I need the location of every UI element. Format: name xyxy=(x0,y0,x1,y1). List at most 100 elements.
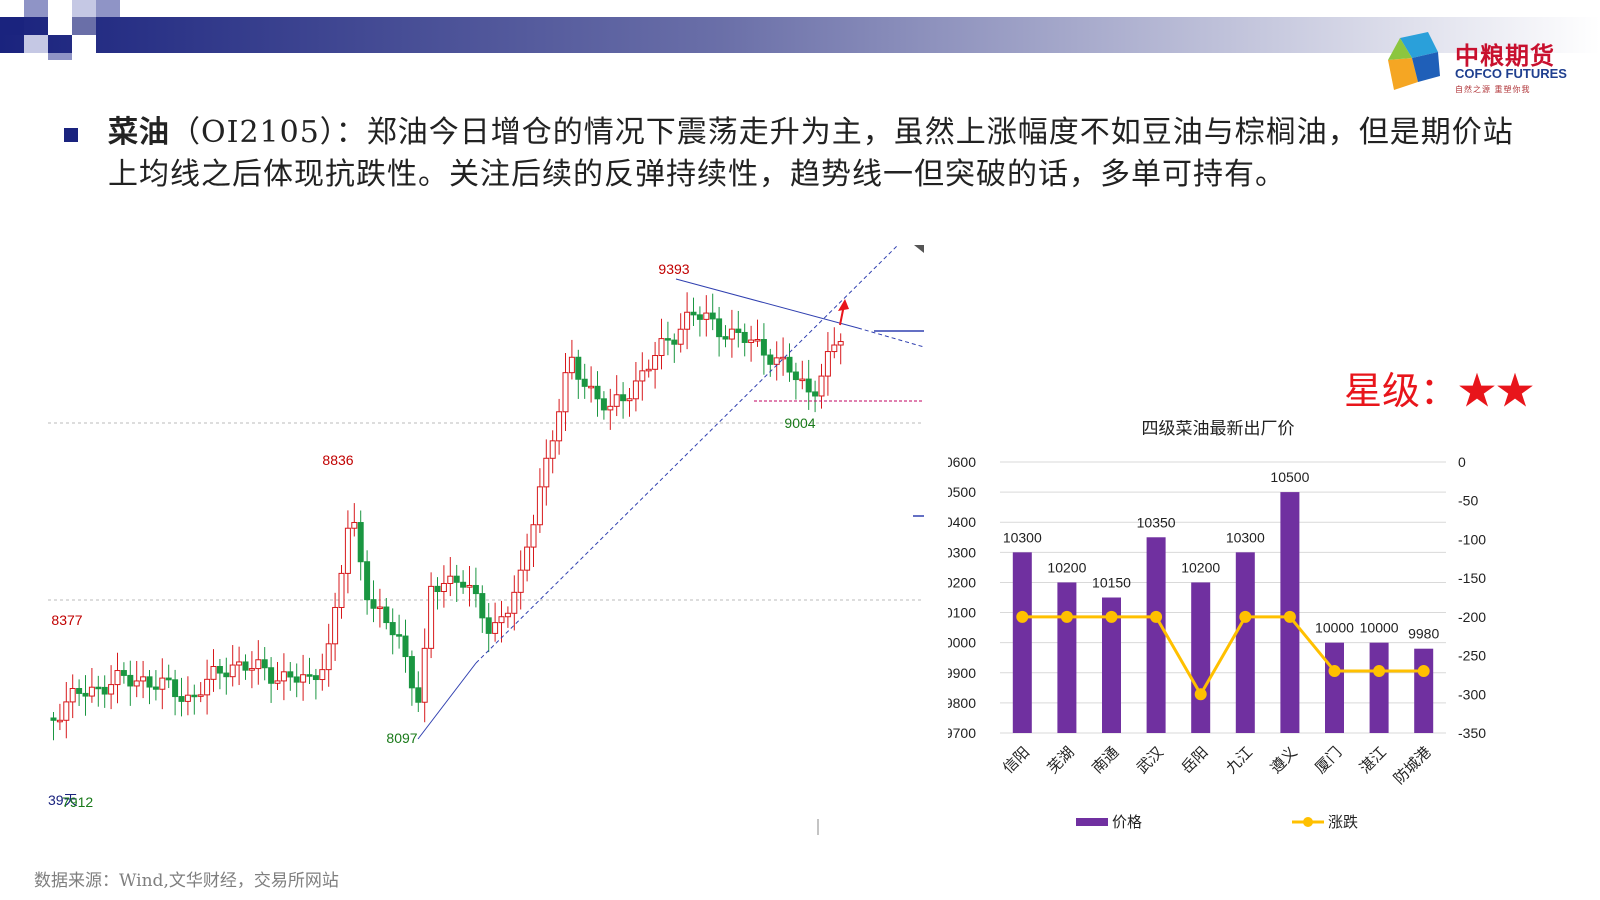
candle-body xyxy=(600,398,607,411)
line-point xyxy=(1016,610,1029,623)
x-tick-label: 遵义 xyxy=(1267,743,1301,777)
y-right-tick: -150 xyxy=(1458,570,1486,586)
label-high-8836: 8836 xyxy=(322,452,353,468)
candle-body xyxy=(780,356,787,360)
bar-湛江 xyxy=(1369,642,1389,733)
x-tick-label: 南通 xyxy=(1088,743,1122,777)
candle-body xyxy=(581,378,588,387)
line-point xyxy=(1373,665,1386,678)
candle-body xyxy=(204,678,211,696)
candle-body xyxy=(543,457,550,488)
candlestick-chart: 9393 9004 8836 8097 8377 39天 7912 xyxy=(48,243,924,835)
candle-body xyxy=(805,378,812,393)
candle-body xyxy=(524,546,531,571)
candle-body xyxy=(184,694,191,702)
candle-body xyxy=(530,524,537,548)
candle-body xyxy=(504,612,511,618)
line-series-change xyxy=(1022,615,1424,698)
candle-body xyxy=(383,606,390,624)
bar-value-label: 10350 xyxy=(1137,514,1176,530)
label-high-9393: 9393 xyxy=(658,261,689,277)
bar-value-label: 9980 xyxy=(1408,626,1439,642)
candle-body xyxy=(280,671,287,682)
candle-body xyxy=(236,661,243,666)
candle-body xyxy=(562,372,569,413)
line-point xyxy=(1060,610,1073,623)
candle-body xyxy=(696,314,703,320)
candle-body xyxy=(312,675,319,681)
logo-english: COFCO FUTURES xyxy=(1455,66,1567,81)
candle-body xyxy=(178,696,185,702)
candle-body xyxy=(658,338,665,357)
candle-body xyxy=(56,719,63,723)
y-left-tick: 10300 xyxy=(948,544,976,560)
candle-body xyxy=(408,656,415,689)
candle-body xyxy=(210,666,217,680)
candle-body xyxy=(440,582,447,593)
logo-slogan: 自然之源 重塑你我 xyxy=(1455,85,1531,94)
candle-body xyxy=(114,670,121,686)
candle-body xyxy=(133,680,140,687)
bar-value-label: 10150 xyxy=(1092,575,1131,591)
x-tick-label: 厦门 xyxy=(1311,743,1345,777)
candle-body xyxy=(172,679,179,698)
label-low-9004: 9004 xyxy=(784,415,815,431)
candle-body xyxy=(588,385,595,389)
candle-body xyxy=(722,336,729,340)
candle-body xyxy=(300,674,307,683)
candle-body xyxy=(338,572,345,608)
y-left-tick: 10400 xyxy=(948,514,976,530)
x-tick-label: 九江 xyxy=(1222,743,1256,777)
candle-body xyxy=(274,680,281,684)
bar-value-label: 10200 xyxy=(1181,559,1220,575)
candle-body xyxy=(229,664,236,678)
rating-stars: ★★ xyxy=(1458,369,1535,413)
candle-body xyxy=(626,398,633,402)
candle-body xyxy=(748,339,755,343)
legend-label-change: 涨跌 xyxy=(1328,813,1358,831)
candle-body xyxy=(76,687,83,694)
legend-marker xyxy=(1303,817,1313,827)
candle-body xyxy=(376,606,383,610)
candle-body xyxy=(479,593,486,619)
candle-body xyxy=(165,677,172,681)
candle-body xyxy=(402,635,409,658)
candle-body xyxy=(620,394,627,402)
candle-body xyxy=(556,411,563,442)
y-right-tick: -350 xyxy=(1458,725,1486,741)
bar-九江 xyxy=(1235,552,1255,733)
x-tick-label: 岳阳 xyxy=(1178,743,1212,777)
legend-swatch-bar xyxy=(1076,818,1108,826)
label-corner-a: 39天 xyxy=(48,792,78,808)
y-right-tick: -50 xyxy=(1458,493,1478,509)
candle-body xyxy=(306,674,313,677)
candle-body xyxy=(108,684,115,695)
candle-body xyxy=(332,606,339,645)
candle-body xyxy=(728,328,735,340)
candle-body xyxy=(690,311,697,316)
candle-body xyxy=(677,328,684,345)
candle-body xyxy=(82,692,89,697)
y-right-tick: -250 xyxy=(1458,648,1486,664)
y-right-tick: -100 xyxy=(1458,531,1486,547)
candle-body xyxy=(824,351,831,377)
candle-body xyxy=(319,669,326,681)
candle-body xyxy=(735,328,742,333)
candle-body xyxy=(223,672,230,678)
candle-body xyxy=(152,686,159,690)
bar-南通 xyxy=(1102,597,1121,733)
x-tick-label: 信阳 xyxy=(999,743,1033,777)
x-tick-label: 武汉 xyxy=(1133,743,1167,777)
bar-value-label: 10000 xyxy=(1315,620,1354,636)
line-point xyxy=(1194,688,1207,701)
candle-body xyxy=(434,585,441,593)
candle-body xyxy=(69,687,76,703)
candle-body xyxy=(248,668,255,671)
y-left-tick: 10200 xyxy=(948,574,976,590)
candle-body xyxy=(146,676,153,688)
candle-body xyxy=(447,575,454,584)
line-point xyxy=(1283,610,1296,623)
candle-body xyxy=(786,356,793,373)
y-left-tick: 10500 xyxy=(948,484,976,500)
legend-label-price: 价格 xyxy=(1112,813,1142,831)
